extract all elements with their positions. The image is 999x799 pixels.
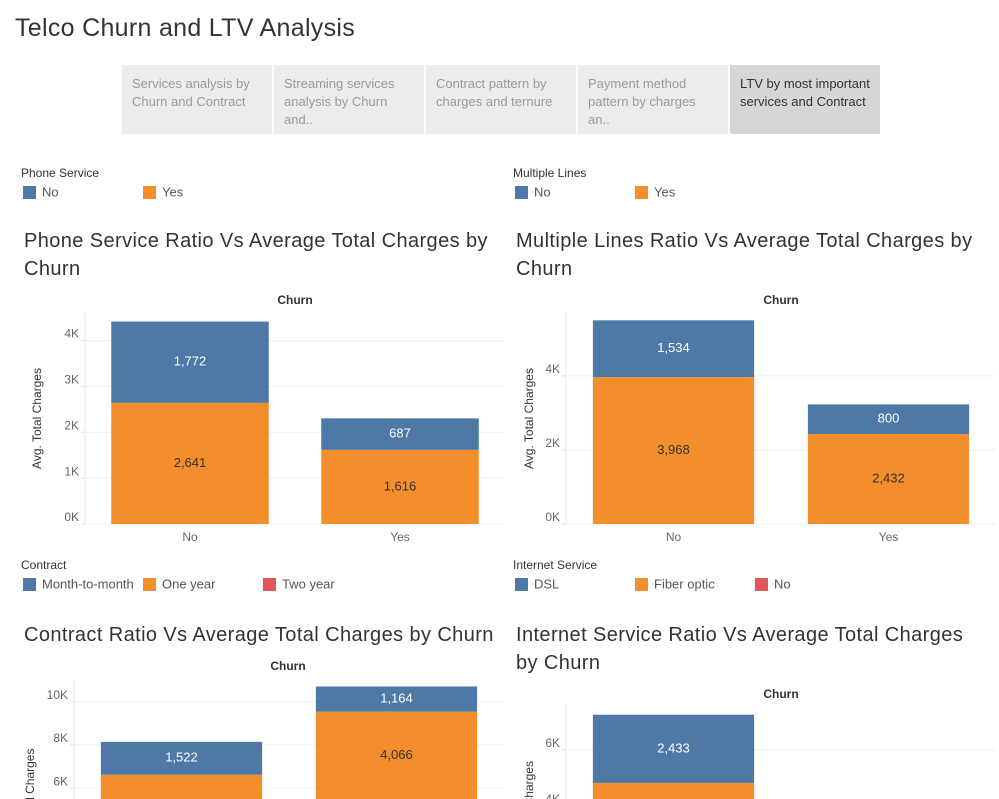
legend-swatch (263, 578, 276, 591)
y-axis-label: Avg. Total Charges (522, 368, 536, 469)
bar-segment (592, 377, 755, 524)
legend-swatch (23, 578, 36, 591)
legend-swatch (635, 578, 648, 591)
chart-title: Multiple Lines Ratio Vs Average Total Ch… (516, 230, 973, 280)
legend-title: Phone Service (21, 166, 99, 180)
bar-segment (100, 774, 263, 799)
legend-title: Multiple Lines (513, 166, 586, 180)
value-label: 800 (878, 411, 900, 426)
tab[interactable]: Streaming services analysis by Churn and… (274, 65, 424, 134)
y-tick-label: 3K (64, 373, 79, 387)
y-axis-label: Avg. Total Charges (30, 368, 44, 469)
chart-title: Phone Service Ratio Vs Average Total Cha… (24, 230, 488, 280)
legend-label: One year (162, 576, 216, 591)
legend-swatch (143, 578, 156, 591)
y-tick-label: 10K (47, 688, 68, 702)
bar-segment (111, 321, 269, 403)
chart-title: Internet Service Ratio Vs Average Total … (516, 624, 964, 674)
value-label: 2,641 (174, 455, 207, 470)
legend-label: Yes (162, 184, 184, 199)
column-header: Churn (763, 687, 798, 701)
bar-segment (111, 402, 269, 524)
y-tick-label: 4K (545, 362, 560, 376)
legend-swatch (515, 578, 528, 591)
y-tick-label: 0K (64, 510, 79, 524)
legend-label: No (534, 184, 551, 199)
y-tick-label: 6K (545, 736, 560, 750)
y-tick-label: 8K (53, 731, 68, 745)
legend-title: Internet Service (513, 558, 597, 572)
bar-segment (807, 433, 970, 524)
legend-label: Two year (282, 576, 335, 591)
value-label: 4,066 (380, 747, 413, 762)
value-label: 1,616 (384, 478, 417, 493)
y-tick-label: 1K (64, 464, 79, 478)
tab[interactable]: LTV by most important services and Contr… (730, 65, 880, 134)
legend-label: DSL (534, 576, 559, 591)
bar-segment (321, 449, 479, 524)
legend-swatch (635, 186, 648, 199)
bar-segment (592, 320, 755, 378)
dashboard-title: Telco Churn and LTV Analysis (15, 14, 356, 42)
tab[interactable]: Services analysis by Churn and Contract (122, 65, 272, 134)
bar-segment (315, 711, 478, 799)
chart-title: Contract Ratio Vs Average Total Charges … (24, 624, 494, 646)
legend-swatch (143, 186, 156, 199)
legend-label: Fiber optic (654, 576, 715, 591)
tab[interactable]: Contract pattern by charges and ternure (426, 65, 576, 134)
bar-segment (807, 404, 970, 434)
y-tick-label: 4K (64, 327, 79, 341)
value-label: 687 (389, 426, 411, 441)
value-label: 1,772 (174, 354, 207, 369)
legend-label: No (42, 184, 59, 199)
legend-swatch (515, 186, 528, 199)
y-tick-label: 2K (545, 436, 560, 450)
y-axis-label: Avg. Total Charges (23, 749, 37, 799)
x-tick-label: Yes (879, 530, 899, 544)
legend-label: No (774, 576, 791, 591)
column-header: Churn (270, 659, 305, 673)
value-label: 1,164 (380, 691, 413, 706)
legend-swatch (23, 186, 36, 199)
value-label: 3,968 (657, 442, 690, 457)
value-label: 2,432 (872, 470, 905, 485)
y-axis-label: Avg. Total Charges (522, 761, 536, 799)
legend-label: Month-to-month (42, 576, 134, 591)
y-tick-label: 0K (545, 510, 560, 524)
legend-swatch (755, 578, 768, 591)
x-tick-label: Yes (390, 530, 410, 544)
value-label: 1,534 (657, 340, 690, 355)
bar-segment (592, 714, 755, 783)
bar-segment (100, 741, 263, 775)
legend-label: Yes (654, 184, 676, 199)
tab[interactable]: Payment method pattern by charges an.. (578, 65, 728, 134)
y-tick-label: 2K (64, 418, 79, 432)
value-label: 2,433 (657, 740, 690, 755)
column-header: Churn (277, 293, 312, 307)
bar-segment (321, 418, 479, 450)
column-header: Churn (763, 293, 798, 307)
y-tick-label: 4K (545, 792, 560, 799)
x-tick-label: No (182, 530, 198, 544)
legend-title: Contract (21, 558, 67, 572)
bar-segment (592, 782, 755, 799)
bar-segment (315, 686, 478, 712)
value-label: 1,522 (165, 750, 198, 765)
y-tick-label: 6K (53, 774, 68, 788)
x-tick-label: No (666, 530, 682, 544)
